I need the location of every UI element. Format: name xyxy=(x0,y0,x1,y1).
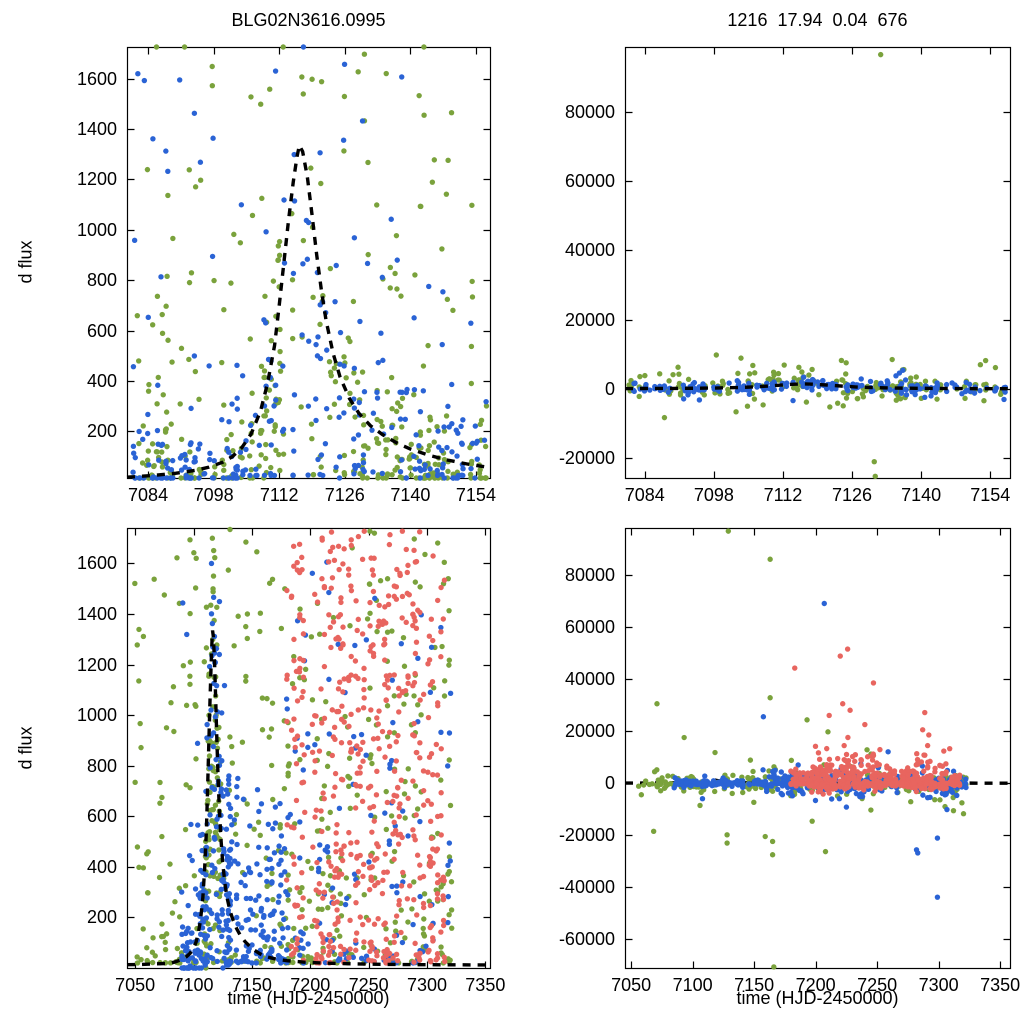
panel-bottom-right-residual-full xyxy=(625,528,1010,968)
tick-label: 0 xyxy=(604,378,615,399)
tick-label: 1600 xyxy=(76,553,117,574)
tick-label: 1400 xyxy=(76,118,117,139)
tick-label: 1200 xyxy=(76,654,117,675)
tick-label: 1000 xyxy=(76,705,117,726)
tick-label: 7200 xyxy=(290,975,331,995)
tick-label: 7126 xyxy=(832,485,873,505)
tick-label: 7112 xyxy=(763,485,803,505)
tick-label: 800 xyxy=(86,270,117,291)
tick-label: 400 xyxy=(86,856,117,877)
tick-label: -20000 xyxy=(558,448,615,469)
panel-top-left-zoom-lightcurve xyxy=(127,47,490,478)
tick-label: 200 xyxy=(86,907,117,928)
tick-label: 40000 xyxy=(564,240,615,261)
tick-label: 7084 xyxy=(128,485,169,505)
tick-label: 7200 xyxy=(795,975,836,995)
tick-label: 1000 xyxy=(76,219,117,240)
tick-label: 7350 xyxy=(465,975,506,995)
x-axis-label-bottom-right: time (HJD-2450000) xyxy=(736,988,899,1008)
tick-label: 7050 xyxy=(115,975,156,995)
tick-label: 200 xyxy=(86,421,117,442)
tick-label: 80000 xyxy=(564,564,615,585)
tick-label: 60000 xyxy=(564,171,615,192)
tick-label: 40000 xyxy=(564,669,615,689)
tick-label: 7250 xyxy=(348,975,389,995)
tick-label: 7098 xyxy=(693,485,734,505)
panel-top-right-residual-zoom xyxy=(625,47,1010,478)
tick-label: 7250 xyxy=(857,975,898,995)
tick-label: 7154 xyxy=(455,485,496,505)
tick-label: -40000 xyxy=(558,877,615,898)
tick-label: 7150 xyxy=(734,975,775,995)
tick-label: 80000 xyxy=(564,101,615,122)
plot-title-left: BLG02N3616.0995 xyxy=(231,10,386,30)
plot-title-right: 1216 17.94 0.04 676 xyxy=(727,10,908,30)
tick-label: 7100 xyxy=(173,975,214,995)
tick-label: 7350 xyxy=(980,975,1021,995)
x-axis-label-bottom-left: time (HJD-2450000) xyxy=(227,988,390,1008)
tick-label: 1600 xyxy=(76,68,117,89)
tick-label: 800 xyxy=(86,755,117,776)
tick-label: 1400 xyxy=(76,603,117,624)
tick-label: -20000 xyxy=(558,825,615,846)
tick-label: 7300 xyxy=(406,975,447,995)
tick-label: 7100 xyxy=(672,975,713,995)
tick-label: 7112 xyxy=(259,485,299,505)
tick-label: 20000 xyxy=(564,721,615,742)
panel-bottom-left-full-lightcurve xyxy=(127,528,490,968)
tick-label: 7150 xyxy=(231,975,272,995)
tick-label: 7084 xyxy=(624,485,665,505)
tick-label: 7140 xyxy=(901,485,942,505)
tick-label: 7126 xyxy=(324,485,365,505)
tick-label: 600 xyxy=(86,806,117,827)
tick-label: -60000 xyxy=(558,929,615,950)
tick-label: 7098 xyxy=(193,485,234,505)
tick-label: 0 xyxy=(604,773,615,794)
tick-label: 7300 xyxy=(918,975,959,995)
tick-label: 7140 xyxy=(390,485,431,505)
tick-label: 7154 xyxy=(970,485,1011,505)
tick-label: 7050 xyxy=(611,975,652,995)
tick-label: 400 xyxy=(86,370,117,391)
tick-label: 60000 xyxy=(564,616,615,637)
tick-label: 1200 xyxy=(76,169,117,190)
tick-label: 600 xyxy=(86,320,117,341)
tick-label: 20000 xyxy=(564,309,615,330)
